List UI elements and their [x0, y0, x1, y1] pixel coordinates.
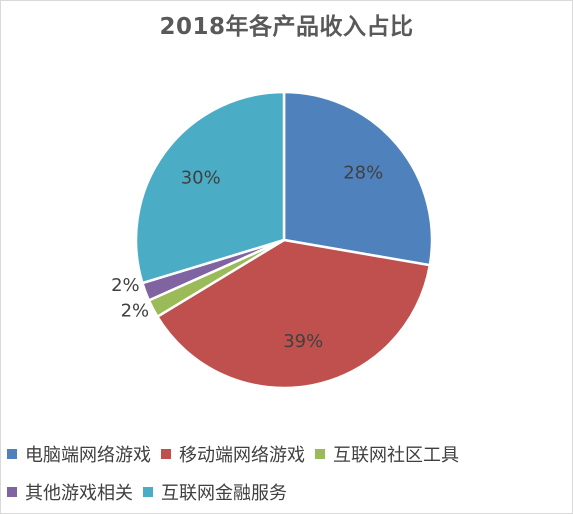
- legend-label-3: 互联网社区工具: [333, 445, 459, 466]
- pie-slice-2: [155, 238, 432, 390]
- legend-swatch-3: [315, 449, 325, 459]
- legend-label-2: 移动端网络游戏: [179, 445, 305, 466]
- legend-item-1: 电脑端网络游戏: [7, 441, 151, 467]
- legend-item-4: 其他游戏相关: [7, 479, 133, 505]
- legend-label-1: 电脑端网络游戏: [25, 445, 151, 466]
- pie-label-5: 30%: [181, 167, 221, 188]
- pie-slice-5: [134, 90, 286, 285]
- legend-swatch-1: [7, 449, 17, 459]
- pie-label-4: 2%: [111, 275, 140, 296]
- pie-label-3: 2%: [121, 301, 150, 322]
- pie-slice-1: [282, 90, 434, 267]
- legend-swatch-4: [7, 487, 17, 497]
- chart-title: 2018年各产品收入占比: [159, 14, 414, 40]
- chart-legend: 电脑端网络游戏 移动端网络游戏 互联网社区工具其他游戏相关 互联网金融服务: [7, 441, 572, 505]
- legend-item-3: 互联网社区工具: [315, 441, 459, 467]
- legend-item-2: 移动端网络游戏: [161, 441, 305, 467]
- legend-item-5: 互联网金融服务: [143, 479, 287, 505]
- pie-chart: 28% 39% 2% 2% 30%: [111, 90, 434, 390]
- pie-label-1: 28%: [343, 162, 383, 183]
- legend-label-5: 互联网金融服务: [161, 483, 287, 504]
- pie-label-2: 39%: [283, 331, 323, 352]
- legend-swatch-2: [161, 449, 171, 459]
- legend-swatch-5: [143, 487, 153, 497]
- legend-label-4: 其他游戏相关: [25, 483, 133, 504]
